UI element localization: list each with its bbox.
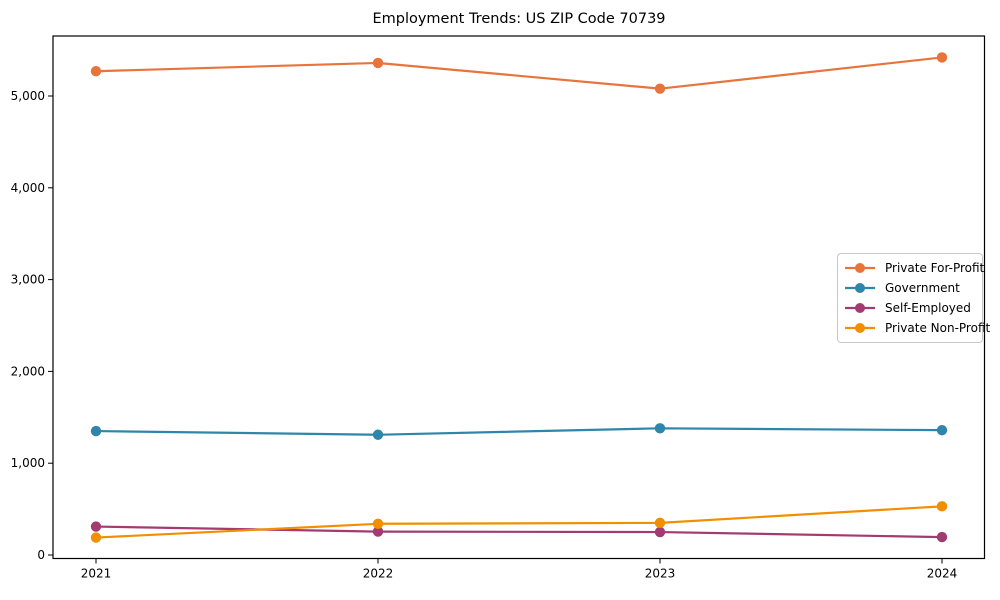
legend-marker-icon xyxy=(845,303,875,313)
legend: Private For-Profit Government Self-Employe… xyxy=(837,253,990,343)
x-tick-label: 2024 xyxy=(927,567,958,581)
x-tick-label: 2023 xyxy=(645,567,676,581)
data-point-government xyxy=(654,423,666,434)
series-line-government xyxy=(95,427,943,436)
legend-label: Self-Employed xyxy=(885,301,971,315)
legend-item-government: Government xyxy=(844,278,976,298)
legend-marker-icon xyxy=(845,263,875,273)
axes-frame xyxy=(52,35,986,560)
legend-label: Private Non-Profit xyxy=(885,321,991,335)
y-tick-label: 4,000 xyxy=(11,181,45,195)
data-point-private-for-profit xyxy=(372,57,384,69)
data-point-self-employed xyxy=(936,531,948,543)
y-tick-label: 1,000 xyxy=(11,456,45,470)
legend-label: Private For-Profit xyxy=(885,261,985,275)
legend-marker-icon xyxy=(845,283,875,293)
data-point-private-non-profit xyxy=(936,501,948,512)
data-point-private-for-profit xyxy=(654,83,666,94)
y-tick-label: 0 xyxy=(37,548,45,562)
data-point-government xyxy=(936,424,948,436)
data-point-government xyxy=(90,425,102,437)
series-line-private-for-profit xyxy=(95,56,943,90)
data-point-private-non-profit xyxy=(90,532,102,543)
chart-title: Employment Trends: US ZIP Code 70739 xyxy=(372,11,666,27)
y-tick-label: 5,000 xyxy=(11,89,45,103)
legend-label: Government xyxy=(885,281,960,295)
data-point-private-for-profit xyxy=(90,66,102,77)
x-tick-label: 2021 xyxy=(81,567,112,581)
series-line-private-non-profit xyxy=(95,505,943,539)
y-tick-label: 2,000 xyxy=(11,364,45,378)
data-point-self-employed xyxy=(654,526,666,538)
legend-item-self-employed: Self-Employed xyxy=(844,298,976,318)
x-tick-label: 2022 xyxy=(363,567,394,581)
legend-marker-icon xyxy=(845,323,875,333)
data-point-private-non-profit xyxy=(372,518,384,529)
legend-item-private-non-profit: Private Non-Profit xyxy=(844,318,990,338)
series-line-self-employed xyxy=(95,525,943,539)
data-point-private-non-profit xyxy=(654,517,666,529)
data-point-private-for-profit xyxy=(936,52,948,63)
data-point-government xyxy=(372,429,384,440)
data-point-self-employed xyxy=(90,521,102,532)
legend-item-private-for-profit: Private For-Profit xyxy=(844,258,984,278)
data-point-self-employed xyxy=(372,526,384,537)
y-tick-label: 3,000 xyxy=(11,273,45,287)
